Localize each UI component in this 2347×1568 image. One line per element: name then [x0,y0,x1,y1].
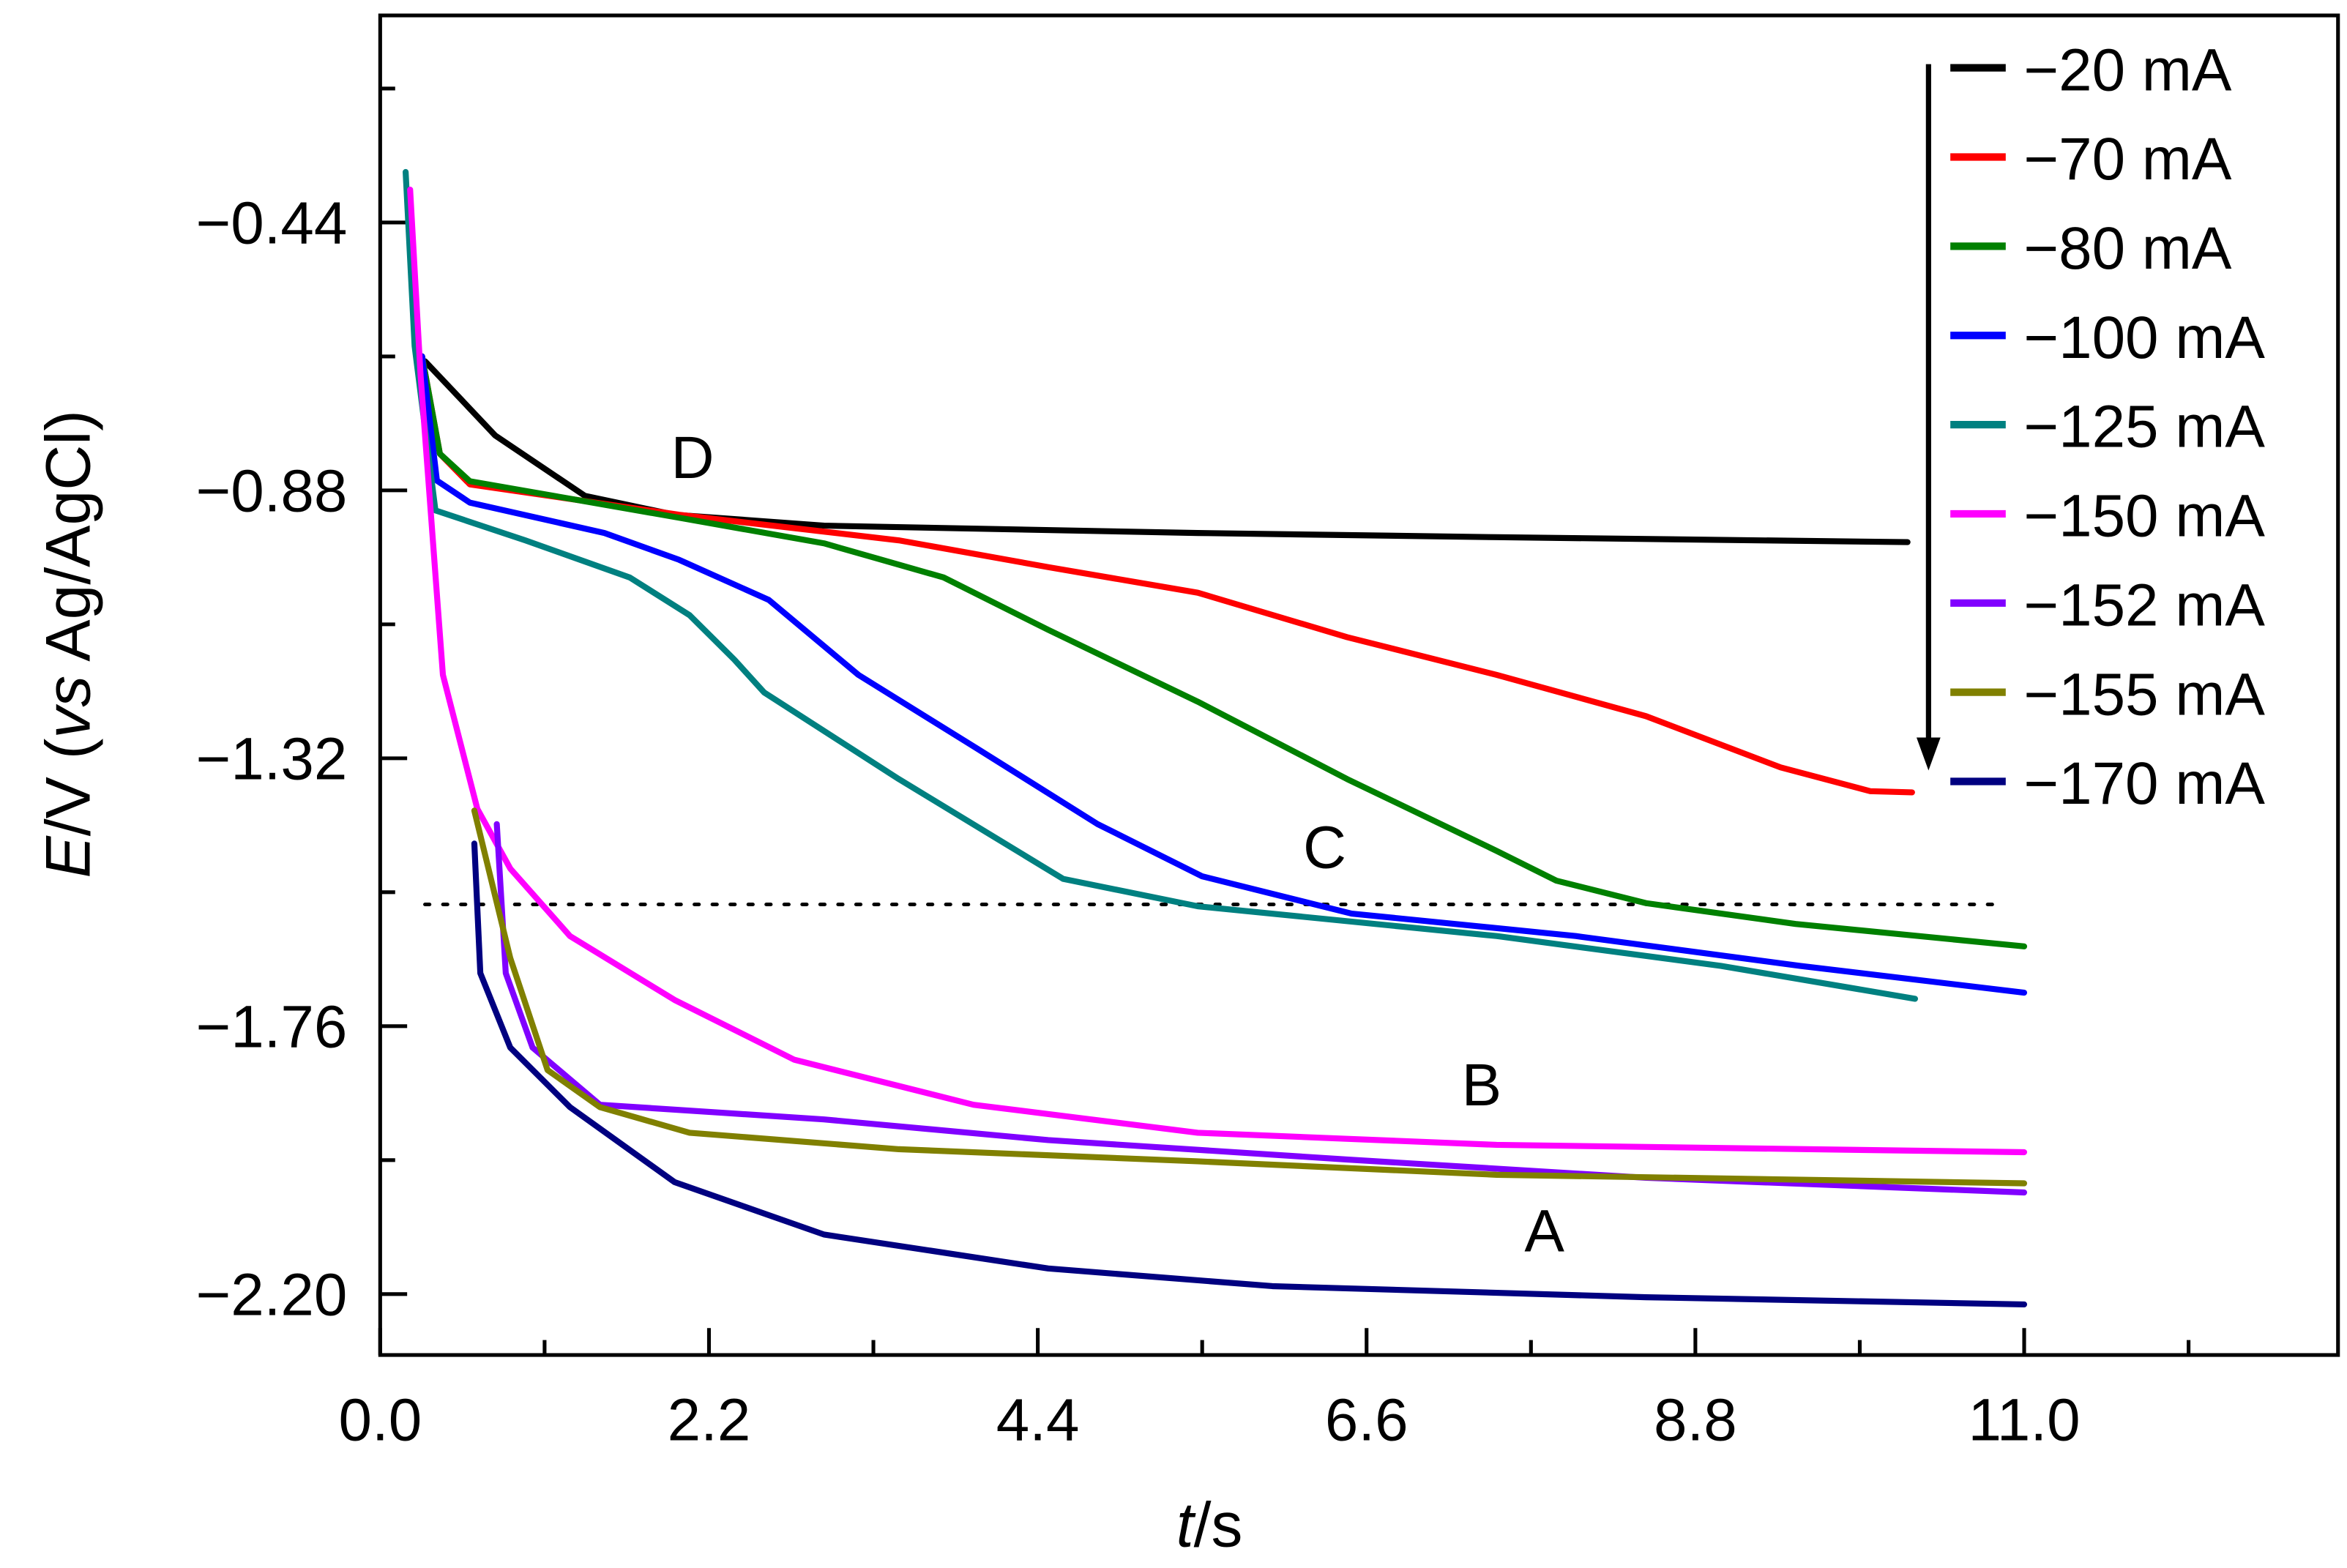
curve-label: A [1524,1198,1564,1265]
series-line [493,821,2028,1196]
y-tick-label: −1.32 [195,725,347,792]
axis-ticks: 0.0 2.2 4.4 6.6 8.8 11.0 −0.44 −0.88 −1.32 −1.76 −… [195,86,2191,1454]
trend-arrow-head [1916,737,1941,771]
series-lines [403,168,2028,1308]
curve-label: D [671,425,714,491]
legend-label: −100 mA [2023,305,2265,371]
x-tick-label: 8.8 [1654,1387,1737,1454]
x-tick-label: 2.2 [668,1387,751,1454]
series-line [471,807,2028,1187]
legend-label: −152 mA [2023,572,2265,638]
series-line [471,840,2028,1308]
x-tick-label: 0.0 [339,1387,422,1454]
y-tick-label: −0.88 [195,458,347,525]
legend-label: −170 mA [2023,750,2265,817]
curve-label: B [1462,1052,1502,1119]
legend: −20 mA −70 mA −80 mA −100 mA −125 mA −150 mA −… [1950,37,2265,817]
y-tick-label: −2.20 [195,1261,347,1328]
plot-frame [378,13,2340,1357]
legend-label: −150 mA [2023,483,2265,550]
curve-label: C [1303,815,1346,881]
series-line [419,353,2028,949]
annotations: D C B A [671,64,1941,1265]
y-axis-label: E/V (vs Ag/AgCl) [34,410,104,878]
x-axis-label: t/s [1176,1490,1243,1561]
legend-label: −20 mA [2023,37,2232,103]
series-line [403,168,1919,1002]
series-line [419,353,1915,796]
legend-label: −155 mA [2023,661,2265,728]
y-tick-label: −0.44 [195,190,347,257]
series-line [407,186,2028,1156]
series-line [419,353,2028,996]
x-tick-label: 4.4 [996,1387,1080,1454]
x-tick-label: 6.6 [1325,1387,1408,1454]
legend-label: −125 mA [2023,394,2265,460]
x-tick-label: 11.0 [1968,1387,2080,1454]
legend-label: −80 mA [2023,215,2232,282]
legend-label: −70 mA [2023,126,2232,193]
y-tick-label: −1.76 [195,993,347,1060]
